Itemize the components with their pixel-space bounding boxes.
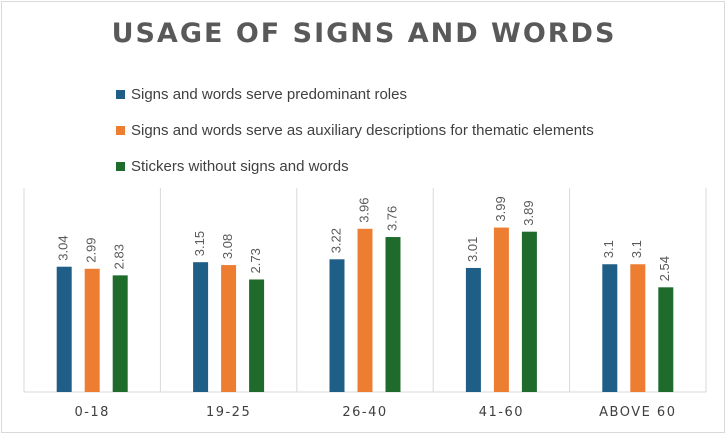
bar <box>465 267 481 392</box>
data-label: 3.1 <box>601 240 616 258</box>
x-tick-label: 19-25 <box>206 405 251 420</box>
bar <box>249 279 265 392</box>
legend-item-2: Signs and words serve as auxiliary descr… <box>116 112 594 148</box>
data-label: 3.08 <box>220 234 235 259</box>
legend: Signs and words serve predominant roles … <box>116 76 594 184</box>
bar <box>385 237 401 392</box>
data-label: 3.22 <box>328 228 343 253</box>
data-label: 3.1 <box>629 240 644 258</box>
data-label: 2.73 <box>248 248 263 273</box>
legend-label-2: Signs and words serve as auxiliary descr… <box>131 121 594 139</box>
bar <box>112 275 128 392</box>
bar <box>329 259 345 392</box>
bar <box>602 264 618 392</box>
data-label: 2.99 <box>84 237 99 262</box>
legend-item-1: Signs and words serve predominant roles <box>116 76 594 112</box>
data-label: 3.76 <box>384 206 399 231</box>
bar <box>221 265 237 392</box>
x-tick-label: 0-18 <box>74 405 110 420</box>
bar <box>56 266 72 392</box>
bar <box>521 231 537 392</box>
legend-label-3: Stickers without signs and words <box>131 157 349 175</box>
data-label: 2.54 <box>657 256 672 281</box>
bar <box>658 287 674 392</box>
chart-title: USAGE OF SIGNS AND WORDS <box>111 18 617 49</box>
bar <box>193 262 209 392</box>
bar <box>357 228 373 392</box>
data-label: 3.15 <box>192 231 207 256</box>
bar <box>630 264 646 392</box>
data-label: 3.04 <box>56 235 71 260</box>
data-label: 3.01 <box>465 237 480 262</box>
legend-label-1: Signs and words serve predominant roles <box>131 85 407 103</box>
data-label: 3.99 <box>493 196 508 221</box>
data-label: 3.89 <box>521 200 536 225</box>
x-tick-label: 41-60 <box>479 405 524 420</box>
legend-swatch-3 <box>116 161 125 171</box>
legend-swatch-1 <box>116 89 125 99</box>
data-label: 3.96 <box>356 197 371 222</box>
bar <box>84 268 100 392</box>
legend-swatch-2 <box>116 125 125 135</box>
legend-item-3: Stickers without signs and words <box>116 148 594 184</box>
x-tick-label: 26-40 <box>342 405 387 420</box>
bar <box>493 227 509 392</box>
data-label: 2.83 <box>112 244 127 269</box>
x-tick-label: ABOVE 60 <box>599 405 676 420</box>
